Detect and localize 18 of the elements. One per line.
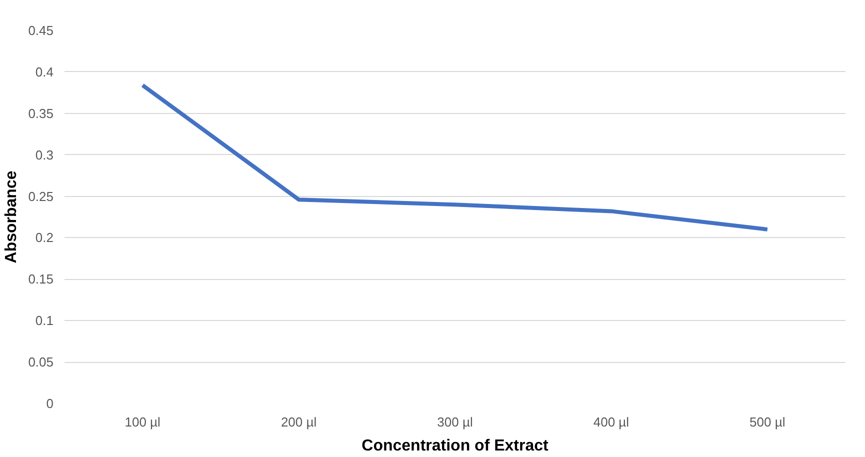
y-tick-label: 0.4 bbox=[35, 64, 54, 80]
y-axis-title: Absorbance bbox=[3, 170, 20, 264]
y-tick-label: 0 bbox=[46, 396, 54, 411]
y-tick-label: 0.05 bbox=[28, 354, 54, 370]
y-tick-label: 0.15 bbox=[28, 272, 54, 287]
y-tick-label: 0.3 bbox=[35, 147, 54, 162]
y-tick-label: 0.2 bbox=[35, 230, 54, 246]
x-tick-label: 400 µl bbox=[593, 414, 630, 430]
y-tick-label: 0.25 bbox=[28, 188, 54, 204]
y-tick-label: 0.35 bbox=[28, 106, 54, 121]
x-tick-label: 100 µl bbox=[124, 414, 161, 430]
x-tick-label: 500 µl bbox=[750, 414, 786, 430]
y-tick-label: 0.1 bbox=[35, 313, 54, 328]
x-tick-label: 300 µl bbox=[437, 414, 473, 430]
x-tick-label: 200 µl bbox=[280, 414, 317, 430]
y-tick-label: 0.45 bbox=[28, 23, 54, 38]
line-series bbox=[140, 83, 770, 232]
x-axis-title: Concentration of Extract bbox=[362, 438, 550, 454]
